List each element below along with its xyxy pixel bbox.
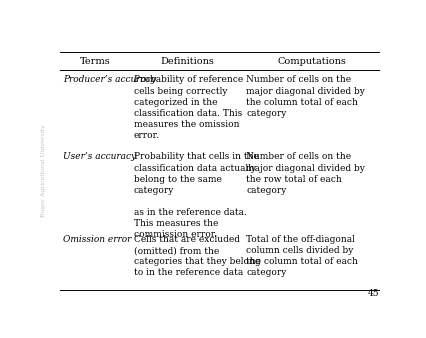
Text: Terms: Terms	[80, 57, 111, 66]
Text: Definitions: Definitions	[160, 57, 214, 66]
Text: Number of cells on the
major diagonal divided by
the column total of each
catego: Number of cells on the major diagonal di…	[246, 75, 364, 118]
Text: Probability that cells in the
classification data actually
belong to the same
ca: Probability that cells in the classifica…	[133, 152, 258, 239]
Text: Total of the off-diagonal
column cells divided by
the column total of each
categ: Total of the off-diagonal column cells d…	[246, 235, 357, 277]
Text: Probability of reference
cells being correctly
categorized in the
classification: Probability of reference cells being cor…	[133, 75, 242, 140]
Text: Omission error: Omission error	[63, 235, 131, 244]
Text: Cells that are excluded
(omitted) from the
categories that they belong
to in the: Cells that are excluded (omitted) from t…	[133, 235, 260, 277]
Text: Bogor Agricultural University: Bogor Agricultural University	[41, 124, 46, 217]
Text: Number of cells on the
major diagonal divided by
the row total of each
category: Number of cells on the major diagonal di…	[246, 152, 364, 195]
Text: User’s accuracy: User’s accuracy	[63, 152, 135, 162]
Text: Producer’s accuracy: Producer’s accuracy	[63, 75, 155, 84]
Text: 45: 45	[367, 289, 378, 298]
Text: Computations: Computations	[276, 57, 345, 66]
